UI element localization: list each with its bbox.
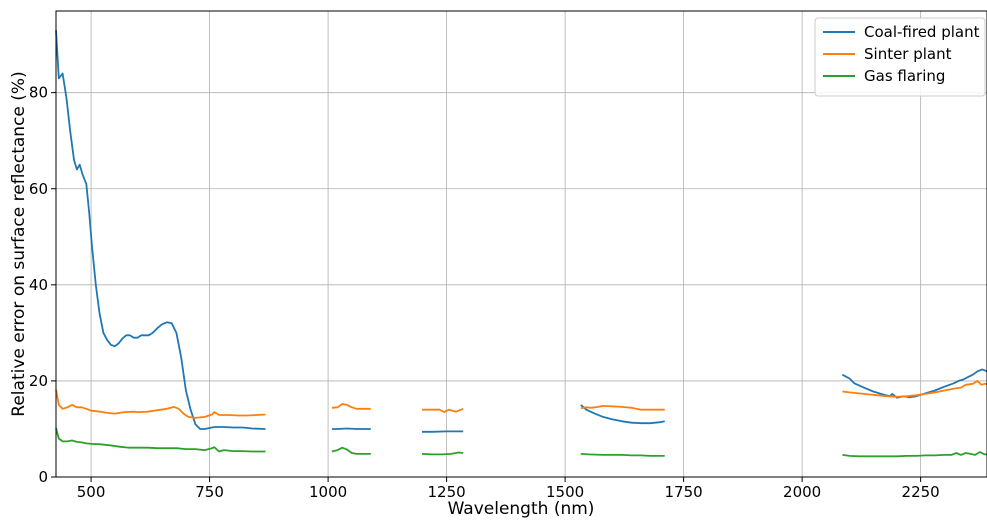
legend-label: Gas flaring (864, 67, 945, 85)
series-line-gas-flaring (421, 451, 464, 456)
series-line-coal-fired-plant (55, 30, 266, 430)
series-line-gas-flaring (842, 451, 987, 458)
x-tick-label: 2250 (902, 483, 940, 501)
x-tick-label: 750 (195, 483, 224, 501)
series-coal-fired-plant (55, 30, 987, 433)
y-tick-label: 20 (29, 372, 48, 390)
series-line-sinter-plant (331, 403, 371, 410)
series-line-sinter-plant (842, 379, 987, 398)
plot-frame (55, 10, 987, 478)
y-tick-label: 40 (29, 276, 48, 294)
y-axis-label: Relative error on surface reflectance (%… (9, 71, 29, 416)
x-tick-label: 2000 (783, 483, 821, 501)
x-tick-label: 1750 (665, 483, 703, 501)
legend-label: Sinter plant (864, 45, 952, 63)
x-axis-label: Wavelength (nm) (448, 499, 595, 519)
legend-label: Coal-fired plant (864, 23, 980, 41)
series-layer (55, 30, 987, 458)
series-line-sinter-plant (422, 407, 464, 414)
series-line-coal-fired-plant (841, 368, 987, 399)
x-tick-label: 1000 (309, 483, 347, 501)
axis-ticks: 500 750 1000 1250 1500 1750 2000 2250 0 20 40 60 80 (29, 84, 940, 501)
y-tick-label: 60 (29, 180, 48, 198)
series-sinter-plant (55, 379, 987, 419)
x-tick-label: 1250 (428, 483, 466, 501)
legend-box (814, 17, 986, 97)
x-tick-label: 500 (77, 483, 106, 501)
series-line-sinter-plant (55, 389, 266, 419)
series-line-coal-fired-plant (331, 427, 371, 430)
series-line-coal-fired-plant (580, 404, 665, 425)
series-line-gas-flaring (331, 446, 371, 455)
y-tick-label: 0 (38, 468, 48, 486)
series-gas-flaring (55, 427, 987, 458)
legend: Coal-fired plant Sinter plant Gas flaring (814, 17, 986, 97)
y-tick-label: 80 (29, 84, 48, 102)
x-tick-label: 1500 (546, 483, 584, 501)
series-line-sinter-plant (580, 404, 665, 411)
series-line-gas-flaring (580, 453, 665, 457)
series-line-gas-flaring (55, 427, 266, 453)
